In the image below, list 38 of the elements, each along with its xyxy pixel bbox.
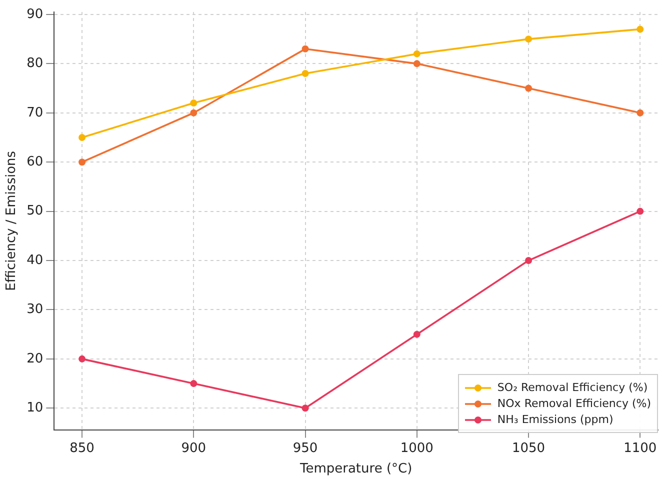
point — [190, 380, 198, 388]
x-tick-label: 950 — [292, 440, 318, 456]
y-tick-label: 10 — [26, 400, 44, 416]
x-tick-label: 1050 — [512, 440, 546, 456]
y-tick-label: 80 — [26, 56, 44, 72]
x-tick-label: 850 — [70, 440, 94, 456]
point — [413, 60, 420, 68]
y-tick-label: 40 — [26, 252, 44, 268]
point — [78, 355, 86, 362]
point — [190, 109, 198, 116]
y-tick-label: 90 — [26, 6, 44, 22]
y-tick-label: 70 — [26, 105, 44, 120]
y-tick-label: 20 — [26, 351, 44, 366]
point — [525, 84, 532, 92]
x-tick-label: 900 — [181, 440, 206, 456]
legend-label: NOx Removal Efficiency (%) — [497, 397, 651, 410]
point — [302, 404, 309, 412]
point — [636, 109, 644, 116]
point — [413, 330, 420, 338]
point — [302, 45, 309, 52]
x-tick-label: 1100 — [624, 440, 657, 456]
y-tick-label: 60 — [26, 154, 44, 170]
point — [302, 70, 309, 78]
point — [78, 134, 86, 141]
point — [190, 100, 198, 107]
point — [525, 36, 532, 43]
y-tick-label: 30 — [26, 302, 44, 318]
point — [636, 26, 644, 33]
y-axis-title: Efficiency / Emissions — [4, 150, 20, 291]
point — [78, 158, 86, 166]
point — [413, 50, 420, 58]
point — [525, 257, 532, 264]
legend-label: SO₂ Removal Efficiency (%) — [497, 381, 648, 394]
point — [636, 208, 644, 215]
x-axis-title: Temperature (°C) — [298, 462, 412, 477]
y-tick-label: 50 — [26, 204, 44, 219]
legend-label: NH₃ Emissions (ppm) — [497, 413, 614, 426]
x-tick-label: 1000 — [400, 440, 434, 456]
